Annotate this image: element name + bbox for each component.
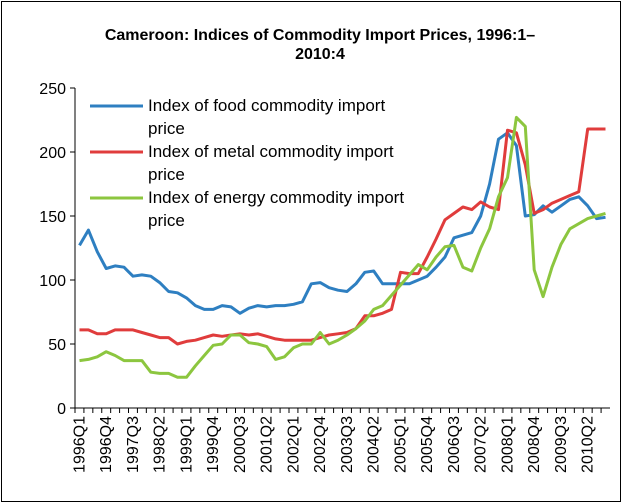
y-tick-label: 100 bbox=[39, 273, 66, 290]
legend-label: Index of food commodity import price bbox=[148, 96, 386, 138]
x-tick-label: 2009Q3 bbox=[553, 416, 570, 473]
x-tick-label: 2010Q2 bbox=[580, 416, 597, 473]
x-tick-label: 2005Q1 bbox=[392, 416, 409, 473]
x-tick-label: 1996Q4 bbox=[98, 416, 115, 473]
x-tick-label: 2003Q3 bbox=[339, 416, 356, 473]
x-tick-label: 2002Q1 bbox=[285, 416, 302, 473]
y-tick-label: 150 bbox=[39, 209, 66, 226]
x-tick-label: 2000Q3 bbox=[232, 416, 249, 473]
series-line bbox=[79, 115, 606, 379]
y-tick-label: 0 bbox=[57, 401, 66, 418]
x-tick-label: 2001Q2 bbox=[259, 416, 276, 473]
x-tick-label: 2008Q4 bbox=[526, 416, 543, 473]
y-tick-label: 200 bbox=[39, 145, 66, 162]
legend-label: Index of metal commodity import price bbox=[148, 142, 394, 184]
x-tick-label: 2004Q2 bbox=[366, 416, 383, 473]
y-tick-label: 50 bbox=[48, 337, 66, 354]
x-tick-label: 2007Q2 bbox=[473, 416, 490, 473]
x-tick-label: 2005Q4 bbox=[419, 416, 436, 473]
x-tick-label: 2008Q1 bbox=[499, 416, 516, 473]
series-line bbox=[78, 131, 606, 315]
x-tick-label: 1999Q1 bbox=[178, 416, 195, 473]
chart-title: Cameroon: Indices of Commodity Import Pr… bbox=[104, 27, 536, 63]
y-tick-label: 250 bbox=[39, 81, 66, 98]
x-tick-label: 1998Q2 bbox=[152, 416, 169, 473]
x-tick-label: 2006Q3 bbox=[446, 416, 463, 473]
series-line bbox=[79, 127, 606, 346]
legend-label: Index of energy commodity import price bbox=[148, 188, 405, 230]
x-tick-label: 2002Q4 bbox=[312, 416, 329, 473]
x-tick-label: 1999Q4 bbox=[205, 416, 222, 473]
x-tick-label: 1997Q3 bbox=[125, 416, 142, 473]
x-tick-label: 1996Q1 bbox=[71, 416, 88, 473]
